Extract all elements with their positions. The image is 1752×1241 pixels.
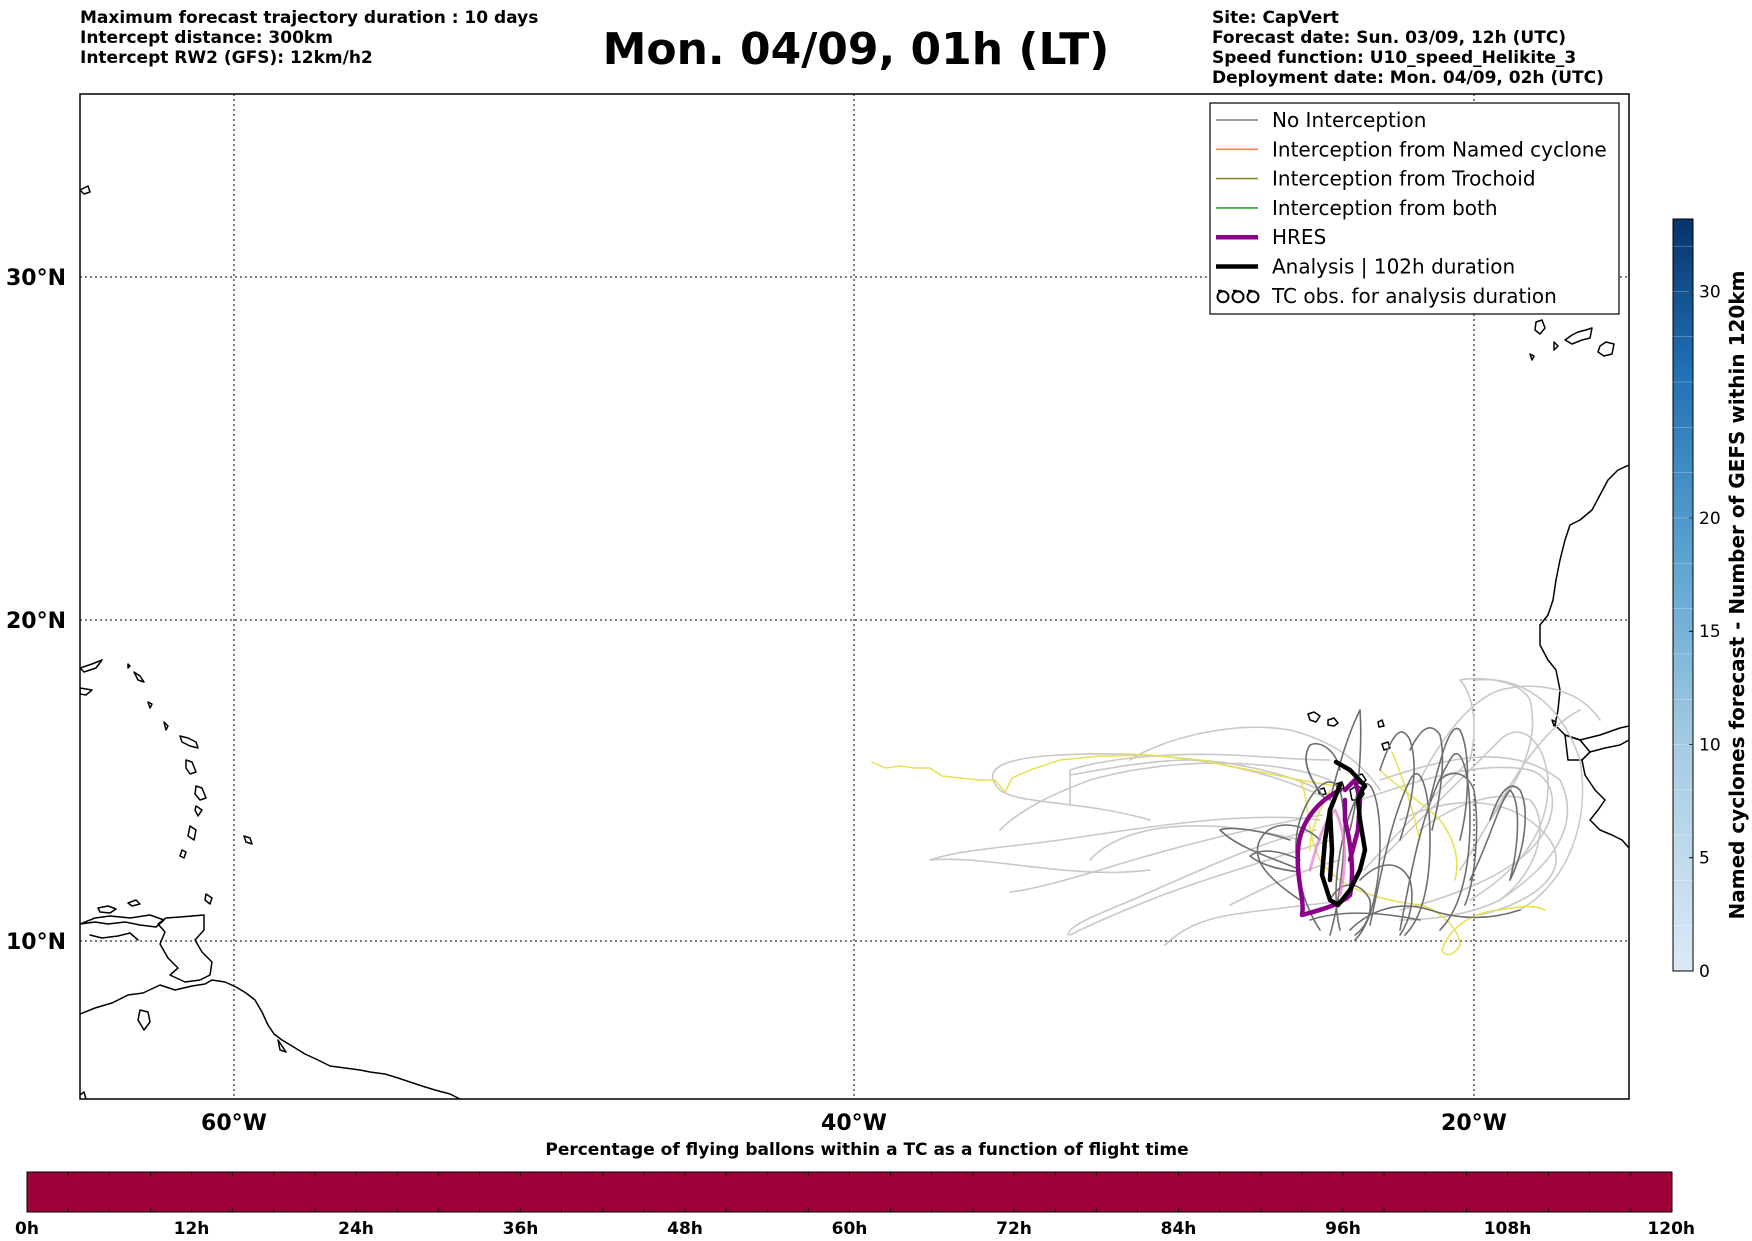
hres-spread [1308, 808, 1347, 897]
header-right-info: Site: CapVert Forecast date: Sun. 03/09,… [1212, 8, 1604, 88]
legend: No Interception Interception from Named c… [1209, 102, 1620, 315]
map-frame [79, 93, 1630, 1100]
deployment-date-text: Deployment date: Mon. 04/09, 02h (UTC) [1212, 68, 1604, 88]
header-left-info: Maximum forecast trajectory duration : 1… [80, 8, 538, 68]
legend-item: Interception from Named cyclone [1216, 137, 1607, 161]
right-colorbar-gradient [1672, 218, 1694, 972]
svg-text:20: 20 [1699, 509, 1721, 529]
right-colorbar-tick: 10 [1689, 735, 1721, 755]
legend-item: Interception from both [1216, 196, 1498, 220]
right-colorbar-tick: 0 [1689, 962, 1710, 982]
legend-item: TC obs. for analysis duration [1216, 284, 1557, 308]
right-colorbar-tick: 20 [1689, 509, 1721, 529]
svg-text:24h: 24h [338, 1219, 374, 1239]
lon-label-40w: 40°W [821, 1111, 887, 1136]
svg-text:48h: 48h [667, 1219, 703, 1239]
site-text: Site: CapVert [1212, 8, 1339, 28]
coastline-americas [80, 185, 461, 1099]
svg-text:0: 0 [1699, 962, 1710, 982]
yellow-track [871, 751, 1546, 956]
lon-label-60w: 60°W [201, 1111, 267, 1136]
right-colorbar-tick: 15 [1689, 622, 1721, 642]
svg-text:60h: 60h [832, 1219, 868, 1239]
svg-text:120h: 120h [1647, 1219, 1695, 1239]
right-colorbar: 0 5 10 15 20 30 Named cyclones forecast - Num… [1672, 218, 1749, 982]
map-title: Mon. 04/09, 01h (LT) [602, 24, 1110, 75]
legend-box [1209, 102, 1620, 315]
legend-label: Interception from both [1272, 196, 1498, 220]
legend-label: No Interception [1272, 108, 1426, 132]
intercept-rw2-text: Intercept RW2 (GFS): 12km/h2 [80, 48, 373, 68]
lat-label-30: 30°N [6, 266, 66, 291]
bottom-colorbar-tick: 48h [667, 1219, 703, 1239]
legend-label: Interception from Trochoid [1272, 167, 1536, 191]
bottom-colorbar-bar [26, 1171, 1673, 1213]
bottom-colorbar-tick: 0h [15, 1219, 39, 1239]
legend-item: No Interception [1216, 108, 1426, 132]
bottom-colorbar-title: Percentage of flying ballons within a TC… [545, 1140, 1188, 1160]
right-colorbar-tick: 5 [1689, 849, 1710, 869]
analysis-track [1319, 759, 1368, 908]
svg-text:108h: 108h [1484, 1219, 1532, 1239]
bottom-colorbar-tick: 84h [1161, 1219, 1197, 1239]
legend-item: Analysis | 102h duration [1216, 255, 1515, 279]
tc-symbol-icon [1216, 289, 1260, 304]
svg-text:72h: 72h [996, 1219, 1032, 1239]
legend-label: HRES [1272, 225, 1326, 249]
lat-label-10: 10°N [6, 930, 66, 955]
svg-text:36h: 36h [503, 1219, 539, 1239]
svg-text:5: 5 [1699, 849, 1710, 869]
forecast-date-text: Forecast date: Sun. 03/09, 12h (UTC) [1212, 28, 1567, 48]
bottom-colorbar-tick: 24h [338, 1219, 374, 1239]
svg-text:15: 15 [1699, 622, 1721, 642]
bottom-colorbar-tick: 120h [1647, 1219, 1695, 1239]
legend-label: Analysis | 102h duration [1272, 255, 1515, 279]
speed-function-text: Speed function: U10_speed_Helikite_3 [1212, 48, 1577, 68]
svg-text:12h: 12h [174, 1219, 210, 1239]
bottom-colorbar-tick: 60h [832, 1219, 868, 1239]
svg-text:30: 30 [1699, 282, 1721, 302]
bottom-colorbar-tick: 12h [174, 1219, 210, 1239]
svg-text:10: 10 [1699, 735, 1721, 755]
lat-label-20: 20°N [6, 609, 66, 634]
right-colorbar-tick: 30 [1689, 282, 1721, 302]
bottom-colorbar: Percentage of flying ballons within a TC… [15, 1140, 1695, 1239]
svg-text:96h: 96h [1325, 1219, 1361, 1239]
bottom-colorbar-tick: 72h [996, 1219, 1032, 1239]
lon-label-20w: 20°W [1441, 1111, 1507, 1136]
ensemble-tracks-light [929, 677, 1601, 946]
legend-item: Interception from Trochoid [1216, 167, 1536, 191]
svg-text:84h: 84h [1161, 1219, 1197, 1239]
intercept-distance-text: Intercept distance: 300km [80, 28, 333, 48]
right-colorbar-title: Named cyclones forecast - Number of GEFS… [1725, 271, 1749, 920]
legend-label: Interception from Named cyclone [1272, 137, 1607, 161]
legend-item: HRES [1216, 225, 1326, 249]
bottom-colorbar-tick: 36h [503, 1219, 539, 1239]
legend-label: TC obs. for analysis duration [1271, 284, 1557, 308]
max-duration-text: Maximum forecast trajectory duration : 1… [80, 8, 539, 28]
bottom-colorbar-tick: 96h [1325, 1219, 1361, 1239]
bottom-colorbar-tick: 108h [1484, 1219, 1532, 1239]
coastline-africa [1307, 319, 1629, 849]
ensemble-tracks-dark [1219, 709, 1526, 941]
svg-text:0h: 0h [15, 1219, 39, 1239]
